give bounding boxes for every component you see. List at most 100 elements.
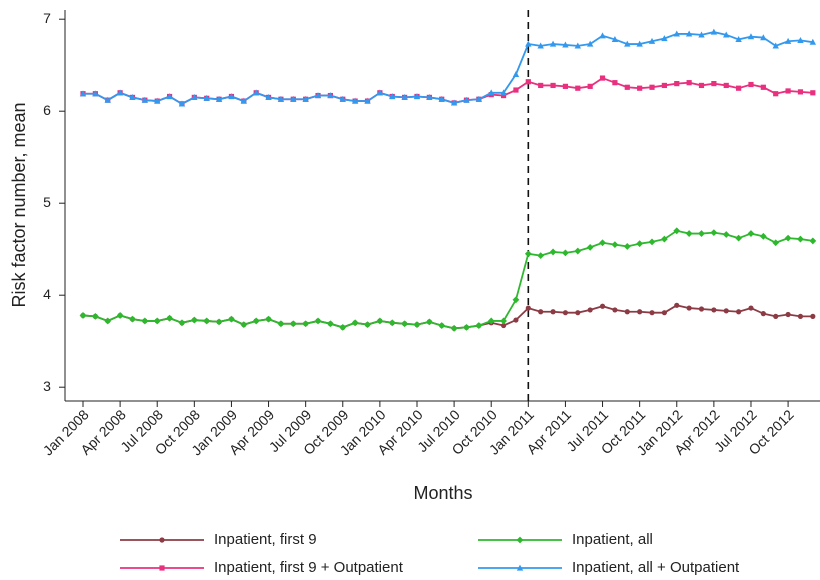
point (760, 311, 766, 317)
point (488, 89, 495, 96)
point (166, 314, 173, 322)
point (809, 38, 817, 45)
point (104, 317, 112, 325)
point (772, 42, 779, 49)
point (673, 30, 680, 37)
point (785, 88, 791, 94)
point (723, 308, 729, 314)
point (500, 322, 507, 329)
point (141, 317, 149, 325)
point (549, 40, 557, 47)
point (141, 96, 149, 103)
point (228, 93, 235, 100)
point (660, 235, 668, 243)
point (302, 320, 310, 328)
point (277, 95, 285, 102)
point (772, 239, 780, 247)
point (116, 89, 124, 96)
point (389, 93, 396, 100)
point (154, 97, 161, 104)
point (550, 309, 556, 315)
point (215, 95, 223, 102)
point (376, 317, 384, 325)
point (599, 239, 606, 247)
point (364, 321, 371, 329)
point (735, 234, 743, 242)
point (413, 321, 421, 329)
x-axis-label: Months (413, 483, 472, 503)
point (624, 84, 630, 90)
point (215, 318, 223, 326)
point (228, 315, 235, 323)
point (401, 320, 409, 328)
point (159, 565, 165, 571)
point (203, 317, 211, 325)
point (648, 37, 656, 44)
point (698, 31, 705, 38)
point (516, 536, 524, 544)
point (661, 310, 667, 316)
point (785, 311, 791, 318)
point (314, 92, 322, 99)
point (685, 30, 693, 37)
point (797, 235, 804, 243)
point (784, 234, 792, 242)
point (178, 100, 186, 107)
point (674, 81, 680, 87)
y-axis-label: Risk factor number, mean (9, 102, 29, 307)
series-line (82, 229, 813, 330)
point (190, 316, 198, 324)
point (191, 94, 198, 100)
point (450, 99, 458, 106)
point (388, 319, 396, 327)
point (698, 82, 705, 89)
point (636, 40, 643, 47)
point (698, 306, 705, 312)
point (784, 37, 792, 44)
point (810, 313, 816, 319)
point (661, 35, 668, 42)
point (587, 83, 593, 89)
point (637, 309, 643, 315)
point (314, 317, 322, 325)
point (513, 87, 519, 93)
point (524, 250, 532, 258)
point (611, 36, 619, 43)
point (562, 83, 569, 89)
y-tick-label: 4 (43, 286, 51, 302)
point (178, 319, 186, 327)
point (265, 94, 272, 100)
point (364, 97, 371, 104)
point (810, 90, 816, 96)
point (351, 319, 359, 327)
point (674, 302, 680, 308)
point (747, 230, 755, 237)
point (760, 84, 766, 90)
point (500, 89, 507, 96)
point (252, 317, 260, 325)
point (525, 305, 531, 311)
point (575, 310, 581, 316)
point (549, 248, 557, 256)
point (649, 84, 655, 90)
point (463, 324, 470, 331)
point (116, 312, 124, 319)
point (538, 309, 544, 315)
point (736, 85, 742, 91)
point (79, 90, 87, 97)
point (153, 317, 161, 325)
point (710, 28, 718, 35)
point (339, 95, 346, 102)
point (129, 94, 136, 100)
point (698, 230, 705, 237)
point (575, 85, 581, 91)
legend-label: Inpatient, first 9 + Outpatient (214, 559, 404, 576)
point (648, 238, 656, 246)
legend-label: Inpatient, all (572, 531, 653, 548)
point (159, 537, 165, 543)
point (586, 243, 594, 251)
point (574, 247, 582, 255)
point (636, 240, 644, 248)
point (450, 324, 458, 332)
